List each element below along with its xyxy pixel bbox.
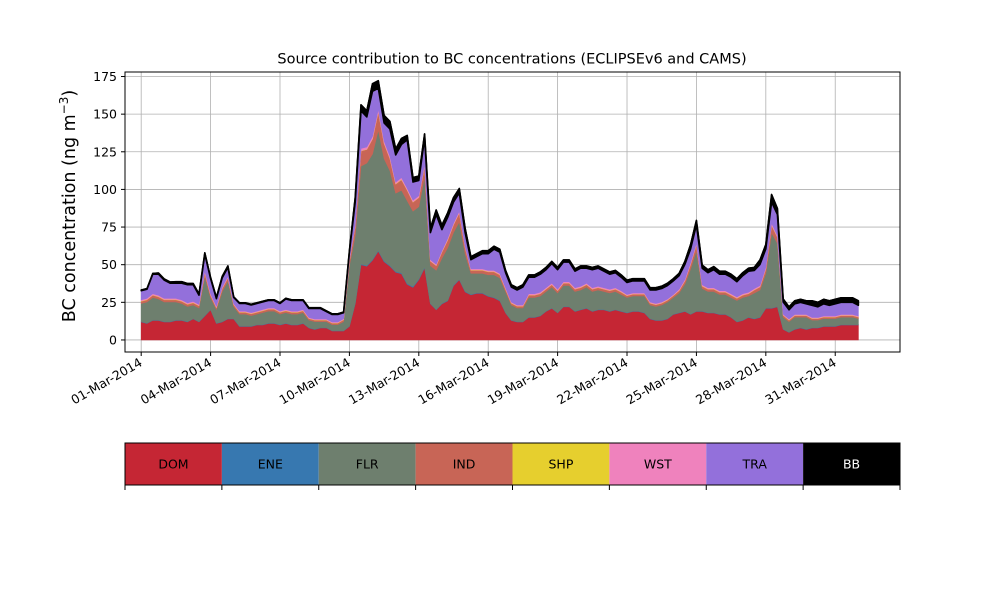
legend-label-wst: WST bbox=[644, 457, 672, 472]
chart-title: Source contribution to BC concentrations… bbox=[277, 52, 746, 68]
legend-swatch-bb bbox=[803, 443, 900, 485]
y-tick-label: 125 bbox=[93, 144, 117, 159]
legend-swatch-ene bbox=[221, 443, 319, 485]
x-tick-label: 16-Mar-2014 bbox=[415, 355, 491, 408]
legend-label-ene: ENE bbox=[258, 457, 283, 472]
total-outline bbox=[141, 80, 859, 315]
x-axis: 01-Mar-201404-Mar-201407-Mar-201410-Mar-… bbox=[68, 352, 839, 408]
x-tick-label: 25-Mar-2014 bbox=[624, 355, 700, 408]
legend-label-dom: DOM bbox=[158, 457, 188, 472]
legend-label-bb: BB bbox=[843, 457, 860, 472]
legend-label-ind: IND bbox=[453, 457, 476, 472]
y-tick-label: 175 bbox=[93, 69, 117, 84]
plot-frame bbox=[124, 71, 901, 353]
x-tick-label: 01-Mar-2014 bbox=[68, 355, 144, 408]
y-tick-label: 100 bbox=[93, 182, 117, 197]
y-axis-label: BC concentration (ng m−3) bbox=[57, 90, 80, 322]
y-tick-label: 75 bbox=[101, 220, 117, 235]
y-axis: 0 25 50 75 100 125 150 175 bbox=[93, 69, 125, 347]
legend-swatch-flr bbox=[318, 443, 416, 485]
y-tick-label: 25 bbox=[101, 295, 117, 310]
x-tick-label: 19-Mar-2014 bbox=[485, 355, 561, 408]
x-tick-label: 28-Mar-2014 bbox=[693, 355, 769, 408]
stacked-areas bbox=[140, 79, 860, 341]
legend-swatch-wst bbox=[609, 443, 707, 485]
y-tick-label: 50 bbox=[101, 257, 117, 272]
legend-swatch-tra bbox=[706, 443, 804, 485]
x-tick-label: 10-Mar-2014 bbox=[277, 355, 353, 408]
x-tick-label: 31-Mar-2014 bbox=[762, 355, 838, 408]
y-tick-label: 0 bbox=[109, 332, 117, 347]
legend: DOM ENE FLR IND SHP WST TRA BB bbox=[124, 442, 901, 490]
legend-swatch-shp bbox=[512, 443, 610, 485]
y-tick-label: 150 bbox=[93, 107, 117, 122]
legend-label-shp: SHP bbox=[549, 457, 574, 472]
legend-label-tra: TRA bbox=[742, 457, 768, 472]
legend-swatch-dom bbox=[125, 443, 222, 485]
x-tick-label: 04-Mar-2014 bbox=[138, 355, 214, 408]
x-tick-label: 22-Mar-2014 bbox=[554, 355, 630, 408]
legend-label-flr: FLR bbox=[356, 457, 379, 472]
x-tick-label: 07-Mar-2014 bbox=[207, 355, 283, 408]
legend-swatch-ind bbox=[415, 443, 513, 485]
x-tick-label: 13-Mar-2014 bbox=[346, 355, 422, 408]
